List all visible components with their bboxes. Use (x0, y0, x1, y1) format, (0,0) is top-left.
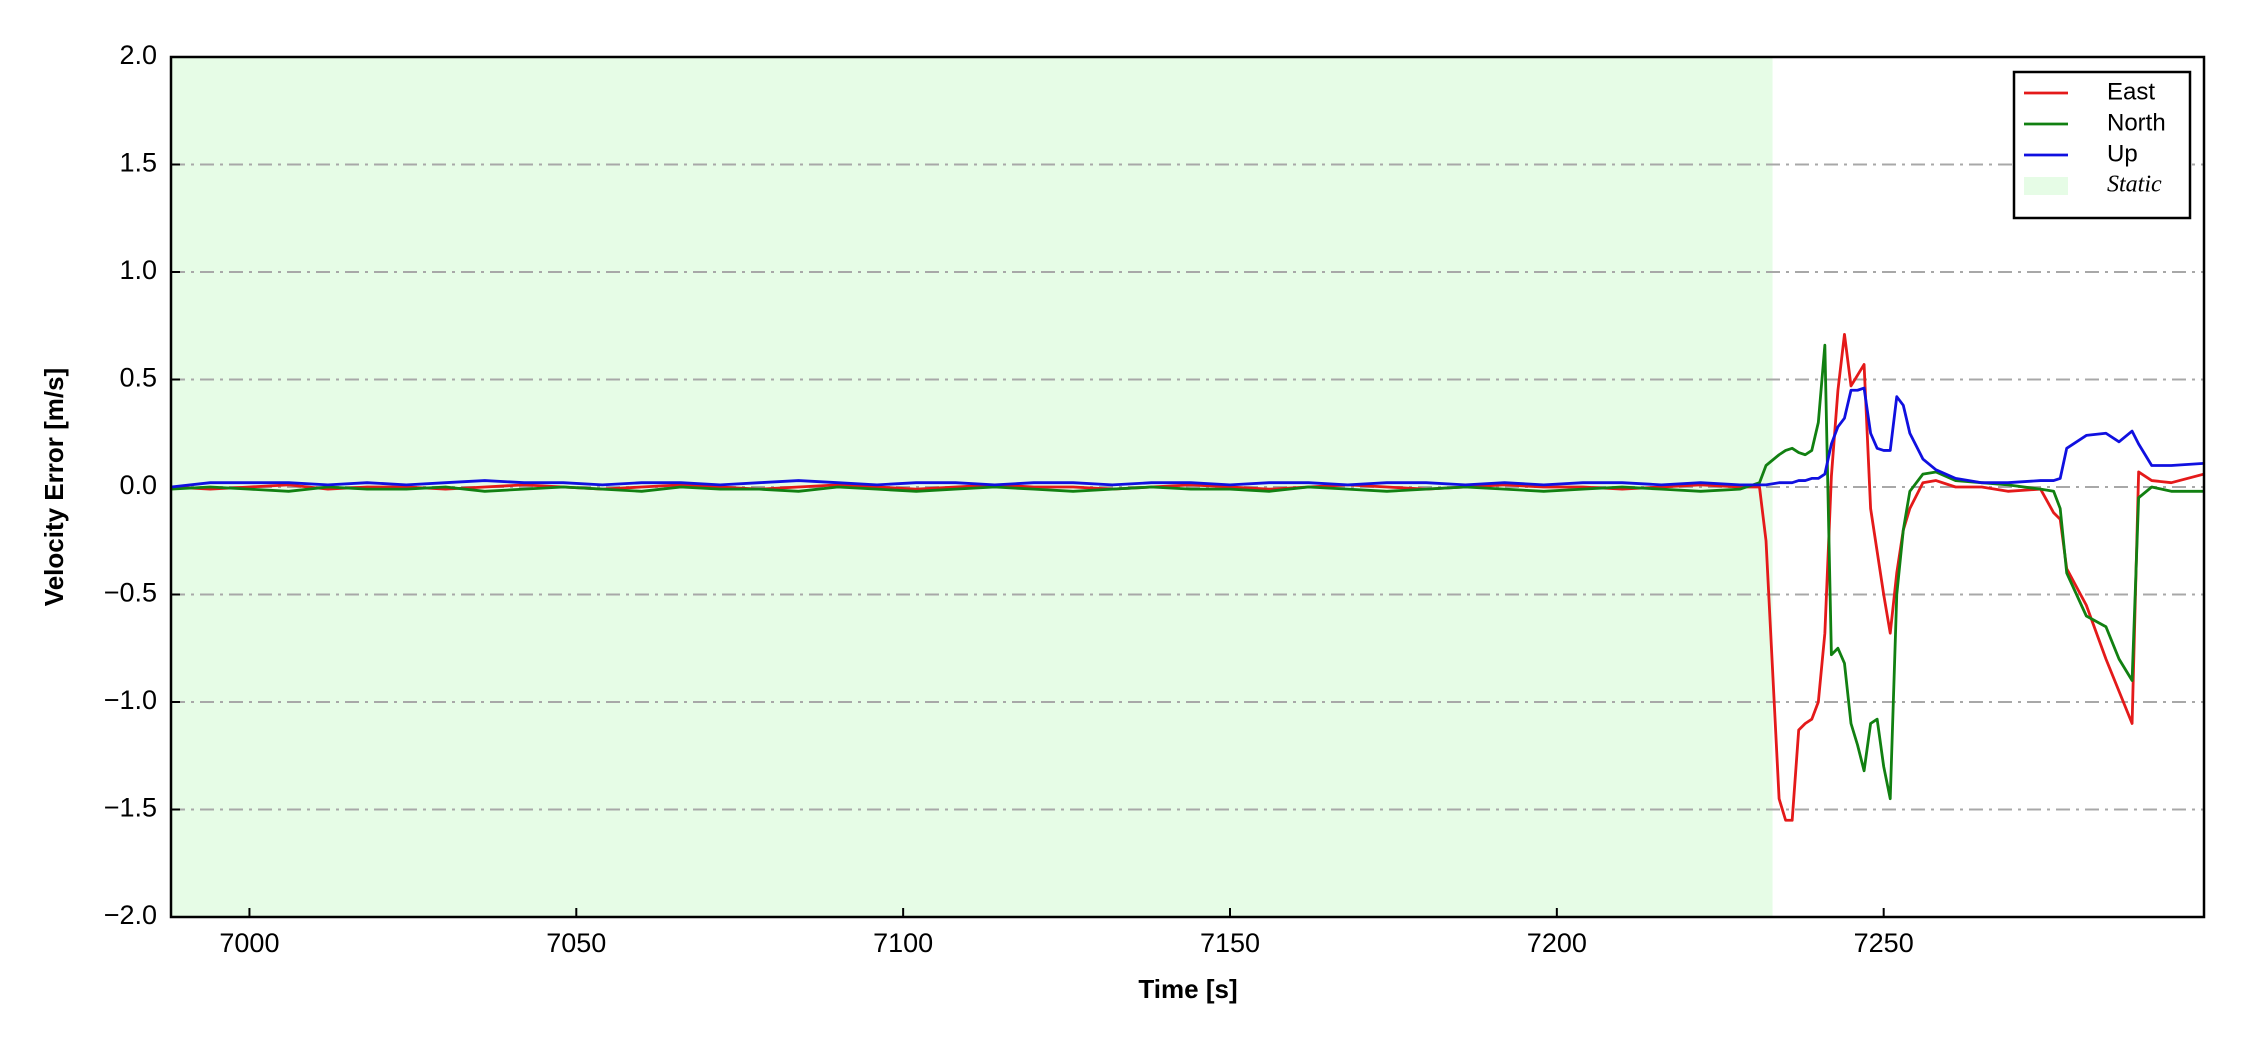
x-tick-label: 7150 (1200, 928, 1260, 958)
series-line (171, 332, 2204, 822)
y-tick-label: 1.5 (119, 148, 157, 178)
y-tick-label: −1.0 (104, 685, 157, 715)
y-tick-label: 0.0 (119, 470, 157, 500)
x-tick-label: 7050 (546, 928, 606, 958)
y-tick-label: 2.0 (119, 40, 157, 70)
y-tick-label: −0.5 (104, 578, 157, 608)
y-tick-label: 1.0 (119, 255, 157, 285)
y-tick-label: 0.5 (119, 363, 157, 393)
legend-swatch (2024, 177, 2068, 195)
legend-label: Static (2107, 172, 2162, 198)
legend-label: East (2107, 78, 2155, 105)
x-tick-label: 7000 (219, 928, 279, 958)
x-tick-label: 7200 (1527, 928, 1587, 958)
y-tick-label: −2.0 (104, 900, 157, 930)
legend-label: North (2107, 109, 2166, 136)
x-tick-label: 7100 (873, 928, 933, 958)
y-axis-label: Velocity Error [m/s] (39, 368, 69, 606)
x-tick-label: 7250 (1854, 928, 1914, 958)
y-tick-label: −1.5 (104, 793, 157, 823)
plot-frame (169, 55, 2206, 919)
series-line (171, 386, 2204, 489)
legend-label: Up (2107, 140, 2138, 167)
x-axis-label: Time [s] (1138, 974, 1237, 1004)
